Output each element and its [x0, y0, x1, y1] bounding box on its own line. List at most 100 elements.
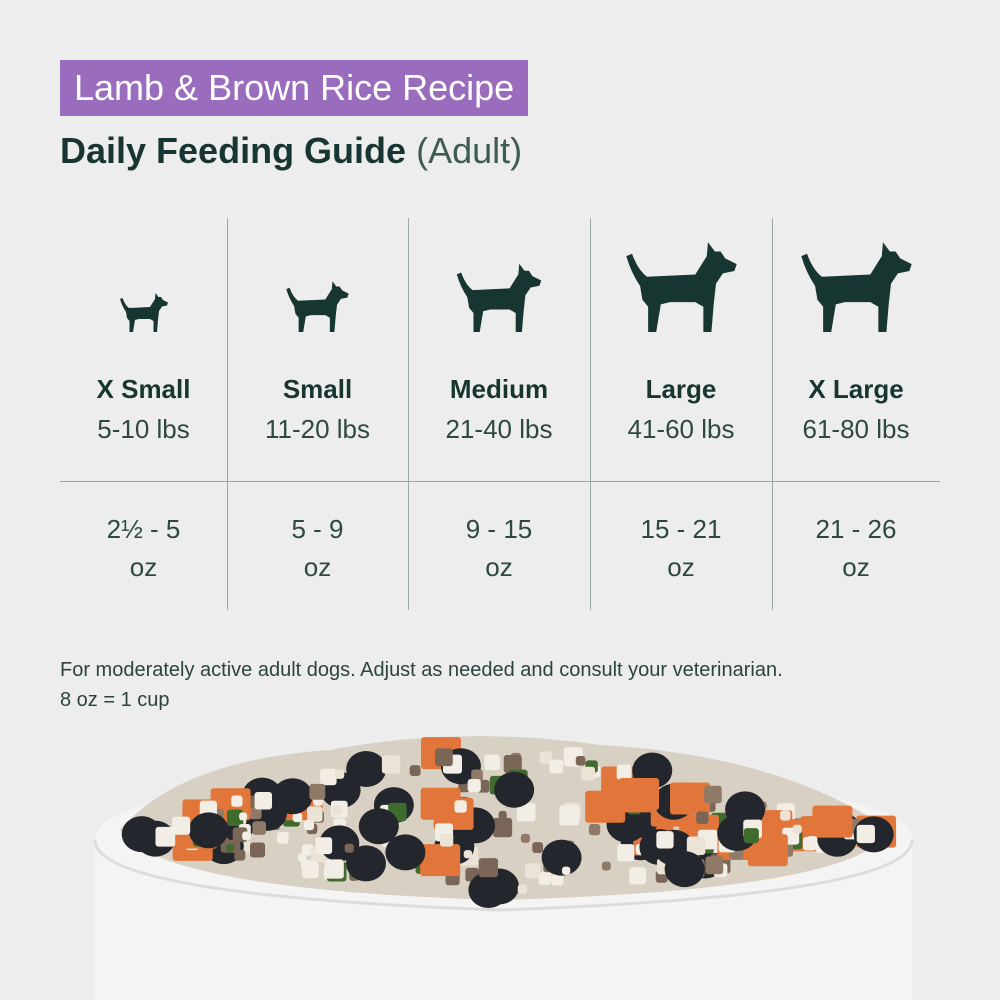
food-bit: [315, 837, 333, 855]
food-bit: [494, 771, 535, 808]
food-bit: [581, 766, 596, 781]
food-bit: [520, 833, 530, 843]
food-bit: [226, 809, 244, 827]
size-label: Large: [645, 374, 717, 404]
size-column: Small 11-20 lbs 5 - 9 oz: [227, 218, 408, 610]
amount-label: 2½ - 5: [106, 514, 181, 544]
food-bit: [344, 843, 354, 853]
food-bit: [478, 868, 519, 905]
size-column: X Small 5-10 lbs 2½ - 5 oz: [60, 218, 227, 610]
food-bit: [538, 871, 552, 885]
food-bit: [276, 832, 289, 844]
food-bit: [301, 860, 312, 871]
food-bit: [301, 844, 314, 856]
food-bit: [806, 836, 818, 848]
food-bit: [435, 748, 453, 767]
food-bit: [539, 751, 553, 764]
size-label: Small: [282, 374, 353, 404]
unit-label: oz: [842, 552, 870, 582]
food-bit: [516, 802, 536, 822]
food-bit: [121, 816, 162, 853]
food-bit: [856, 824, 875, 844]
food-bit: [616, 764, 632, 780]
food-bit: [704, 785, 722, 804]
food-bit: [420, 787, 461, 820]
food-bit: [358, 808, 399, 845]
food-bit: [324, 859, 344, 879]
food-bit: [346, 751, 387, 788]
food-bit: [471, 769, 483, 782]
food-bit: [743, 828, 759, 844]
food-bit: [561, 866, 571, 875]
food-bit: [381, 755, 401, 774]
food-bit: [420, 844, 461, 877]
food-bit: [242, 831, 251, 841]
food-bit: [498, 810, 507, 820]
food-bit: [249, 807, 262, 820]
dog-silhouette: [800, 242, 912, 332]
food-bit: [484, 754, 501, 771]
food-bit: [541, 839, 582, 876]
food-bit: [549, 759, 564, 774]
food-bit: [454, 800, 467, 813]
column-divider: [772, 218, 773, 610]
dog-silhouette: [625, 242, 737, 332]
food-bit: [524, 863, 541, 879]
food-bit: [249, 842, 266, 858]
food-bit: [172, 816, 191, 835]
column-divider: [408, 218, 409, 610]
food-bit: [320, 768, 337, 786]
food-bit: [585, 790, 626, 823]
bowl-rim: [93, 839, 914, 912]
food-bit: [575, 755, 586, 766]
food-bit: [664, 851, 705, 888]
title-suffix: (Adult): [416, 130, 523, 171]
size-label: X Small: [96, 374, 191, 404]
note: For moderately active adult dogs. Adjust…: [60, 655, 783, 715]
food-bowl: [93, 736, 914, 1000]
food-bit: [696, 811, 709, 824]
column-divider: [227, 218, 228, 610]
food-bit: [254, 792, 273, 810]
food-bit: [532, 842, 544, 853]
food-bit: [467, 779, 481, 793]
column-divider: [590, 218, 591, 610]
food-bit: [309, 783, 326, 800]
food-bit: [332, 805, 343, 816]
food-bit: [812, 805, 853, 838]
food-bit: [409, 765, 421, 776]
amount-label: 21 - 26: [815, 514, 897, 544]
food-bit: [345, 845, 386, 882]
note-line: For moderately active adult dogs. Adjust…: [60, 659, 783, 681]
dog-icon: [119, 293, 168, 332]
food-bit: [492, 817, 513, 838]
food-bit: [478, 858, 499, 878]
food-bit: [517, 884, 528, 894]
food-bit: [307, 806, 323, 822]
food-bit: [231, 795, 243, 807]
food-bit: [503, 754, 522, 774]
food-bit: [705, 856, 724, 875]
amount-label: 9 - 15: [465, 514, 533, 544]
amount-label: 15 - 21: [640, 514, 722, 544]
size-label: X Large: [808, 374, 904, 404]
food-bit: [385, 834, 426, 871]
food-bit: [155, 826, 176, 847]
food-bit: [670, 782, 711, 815]
food-bit: [686, 836, 706, 856]
food-bits: [121, 737, 897, 908]
food-bit: [619, 777, 660, 810]
food-bit: [239, 812, 248, 821]
note-line: 8 oz = 1 cup: [60, 689, 170, 711]
dog-silhouette: [286, 281, 349, 332]
weight-label: 5-10 lbs: [97, 414, 190, 444]
unit-label: oz: [129, 552, 158, 582]
feeding-table: X Small 5-10 lbs 2½ - 5 oz Small 11-20 lbs 5 -…: [60, 218, 940, 610]
food-bit: [304, 820, 315, 831]
food-bit: [298, 853, 307, 862]
dog-silhouette: [119, 293, 168, 332]
divider: [60, 481, 940, 482]
title-text: Daily Feeding Guide: [60, 130, 407, 171]
food-bit: [792, 824, 802, 834]
